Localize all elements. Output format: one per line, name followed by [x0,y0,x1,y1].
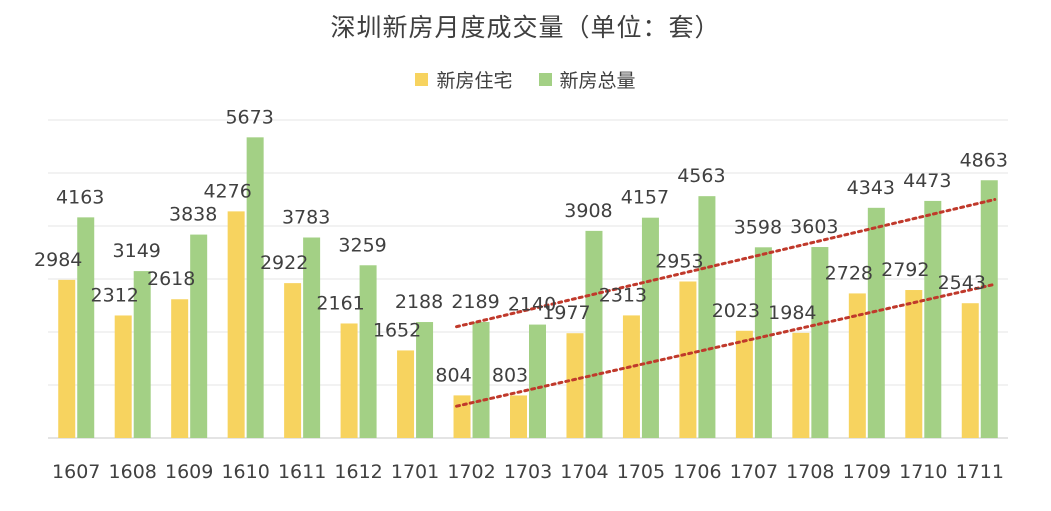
bar-total [303,237,321,438]
bar-residential [453,395,471,438]
data-label-total: 4863 [960,149,1008,171]
bar-total [585,230,603,438]
data-label-total: 2188 [395,291,443,313]
bar-total [980,180,998,439]
x-tick-label: 1608 [109,461,157,483]
bar-residential [622,315,640,438]
x-tick-label: 1710 [899,461,947,483]
data-label-residential: 2922 [260,252,308,274]
legend-item-residential: 新房住宅 [415,66,513,93]
data-label-residential: 2161 [316,292,364,314]
bar-residential [340,323,358,438]
data-label-residential: 1984 [768,302,816,324]
bar-residential [58,279,76,438]
x-tick-label: 1705 [617,461,665,483]
data-label-total: 3783 [282,207,330,229]
data-label-residential: 803 [492,364,528,386]
bar-total [246,137,264,438]
data-label-total: 4163 [56,186,104,208]
bar-total [359,265,377,438]
data-label-residential: 2543 [938,272,986,294]
x-tick-label: 1703 [504,461,552,483]
bar-total [472,321,490,438]
bar-residential [227,211,245,438]
bar-total [529,324,546,438]
legend-label-residential: 新房住宅 [436,70,513,92]
bar-total [811,247,829,438]
bar-residential [792,332,810,438]
data-label-total: 2189 [451,291,499,313]
x-tick-label: 1707 [730,461,778,483]
bar-residential [566,333,584,438]
bar-residential [114,315,132,438]
data-label-total: 3838 [169,204,217,226]
data-label-residential: 804 [435,364,471,386]
x-tick-label: 1607 [52,461,100,483]
data-label-residential: 2984 [34,249,82,271]
x-tick-label: 1706 [673,461,721,483]
trend-line [455,282,997,408]
bar-total [867,207,885,438]
data-label-residential: 2953 [655,250,703,272]
bar-residential [171,299,189,438]
data-label-residential: 1977 [542,302,590,324]
x-tick-label: 1709 [843,461,891,483]
bar-total [698,196,716,438]
bar-residential [510,395,527,438]
data-label-total: 3149 [113,240,161,262]
data-label-residential: 1652 [373,319,421,341]
bar-residential [848,293,866,438]
data-label-total: 3603 [790,216,838,238]
data-label-total: 4157 [621,187,669,209]
bar-total [77,217,95,438]
x-tick-label: 1610 [221,461,269,483]
bar-residential [905,290,923,438]
data-label-total: 4343 [847,177,895,199]
x-tick-label: 1611 [278,461,326,483]
bar-total [416,322,434,438]
chart-title: 深圳新房月度成交量（单位：套） [330,13,721,42]
bar-total [924,200,942,438]
data-label-total: 2140 [508,294,556,316]
data-label-total: 3598 [734,216,782,238]
data-label-residential: 2313 [599,284,647,306]
bar-total [641,217,659,438]
bar-total [754,247,772,438]
data-label-residential: 2618 [147,268,195,290]
bar-residential [961,303,979,438]
x-tick-label: 1609 [165,461,213,483]
data-label-residential: 4276 [203,180,251,202]
x-tick-label: 1704 [560,461,608,483]
x-tick-label: 1701 [391,461,439,483]
legend-item-total: 新房总量 [538,66,636,93]
x-tick-label: 1711 [956,461,1004,483]
bar-residential [679,281,697,438]
x-tick-label: 1612 [334,461,382,483]
data-label-total: 5673 [225,106,273,128]
legend-swatch-total [538,73,552,86]
data-label-residential: 2792 [881,259,929,281]
x-tick-label: 1702 [447,461,495,483]
bar-total [133,271,151,438]
data-label-residential: 2023 [712,300,760,322]
bar-residential [397,350,415,438]
bar-residential [735,330,753,438]
data-label-residential: 2728 [825,262,873,284]
bar-total [190,234,208,438]
data-label-total: 4473 [903,170,951,192]
legend-swatch-residential [415,73,429,86]
legend: 新房住宅 新房总量 [0,66,1051,93]
data-label-total: 3259 [338,234,386,256]
bar-residential [284,283,302,438]
x-tick-label: 1708 [786,461,834,483]
data-label-total: 3908 [564,200,612,222]
trend-line [455,198,997,329]
legend-label-total: 新房总量 [559,70,636,92]
data-label-residential: 2312 [91,284,139,306]
data-label-total: 4563 [677,165,725,187]
